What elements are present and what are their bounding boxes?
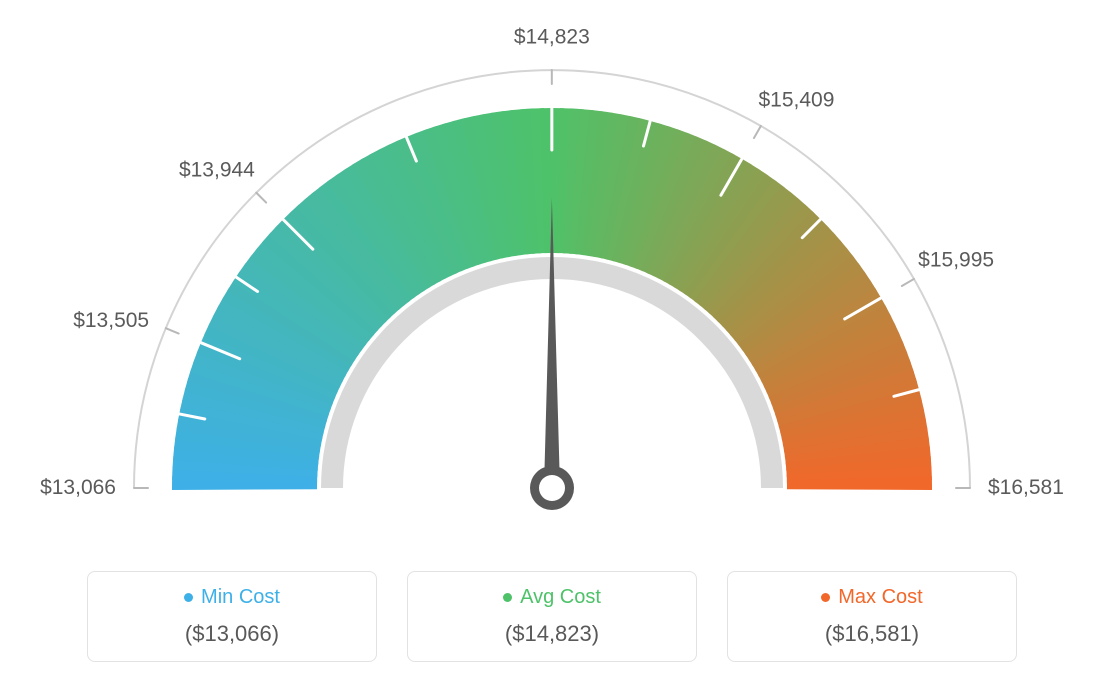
legend-dot-icon xyxy=(503,593,512,602)
legend-dot-icon xyxy=(184,593,193,602)
legend-label: Max Cost xyxy=(838,586,922,609)
legend-value: ($16,581) xyxy=(728,621,1016,647)
chart-container: $13,066 $13,505 $13,944 $14,823 $15,409 $15,9… xyxy=(0,0,1104,690)
needle-base-inner xyxy=(539,475,565,501)
legend-card: Max Cost ($16,581) xyxy=(727,571,1017,662)
tick-label: $13,505 xyxy=(73,309,149,333)
legend-title: Min Cost xyxy=(184,586,280,609)
gauge-area xyxy=(0,0,1104,560)
legend-title: Avg Cost xyxy=(503,586,601,609)
legend-row: Min Cost ($13,066) Avg Cost ($14,823) Max Co… xyxy=(0,571,1104,662)
legend-label: Avg Cost xyxy=(520,586,601,609)
tick-label: $13,944 xyxy=(179,158,255,182)
tick-label: $16,581 xyxy=(988,476,1064,500)
legend-card: Min Cost ($13,066) xyxy=(87,571,377,662)
legend-dot-icon xyxy=(821,593,830,602)
tick-label: $15,409 xyxy=(758,89,834,113)
gauge-svg xyxy=(0,0,1104,560)
tick-label: $14,823 xyxy=(514,26,590,50)
legend-card: Avg Cost ($14,823) xyxy=(407,571,697,662)
legend-value: ($14,823) xyxy=(408,621,696,647)
legend-title: Max Cost xyxy=(821,586,922,609)
tick-label: $15,995 xyxy=(918,248,994,272)
legend-value: ($13,066) xyxy=(88,621,376,647)
tick-label: $13,066 xyxy=(40,476,116,500)
legend-label: Min Cost xyxy=(201,586,280,609)
